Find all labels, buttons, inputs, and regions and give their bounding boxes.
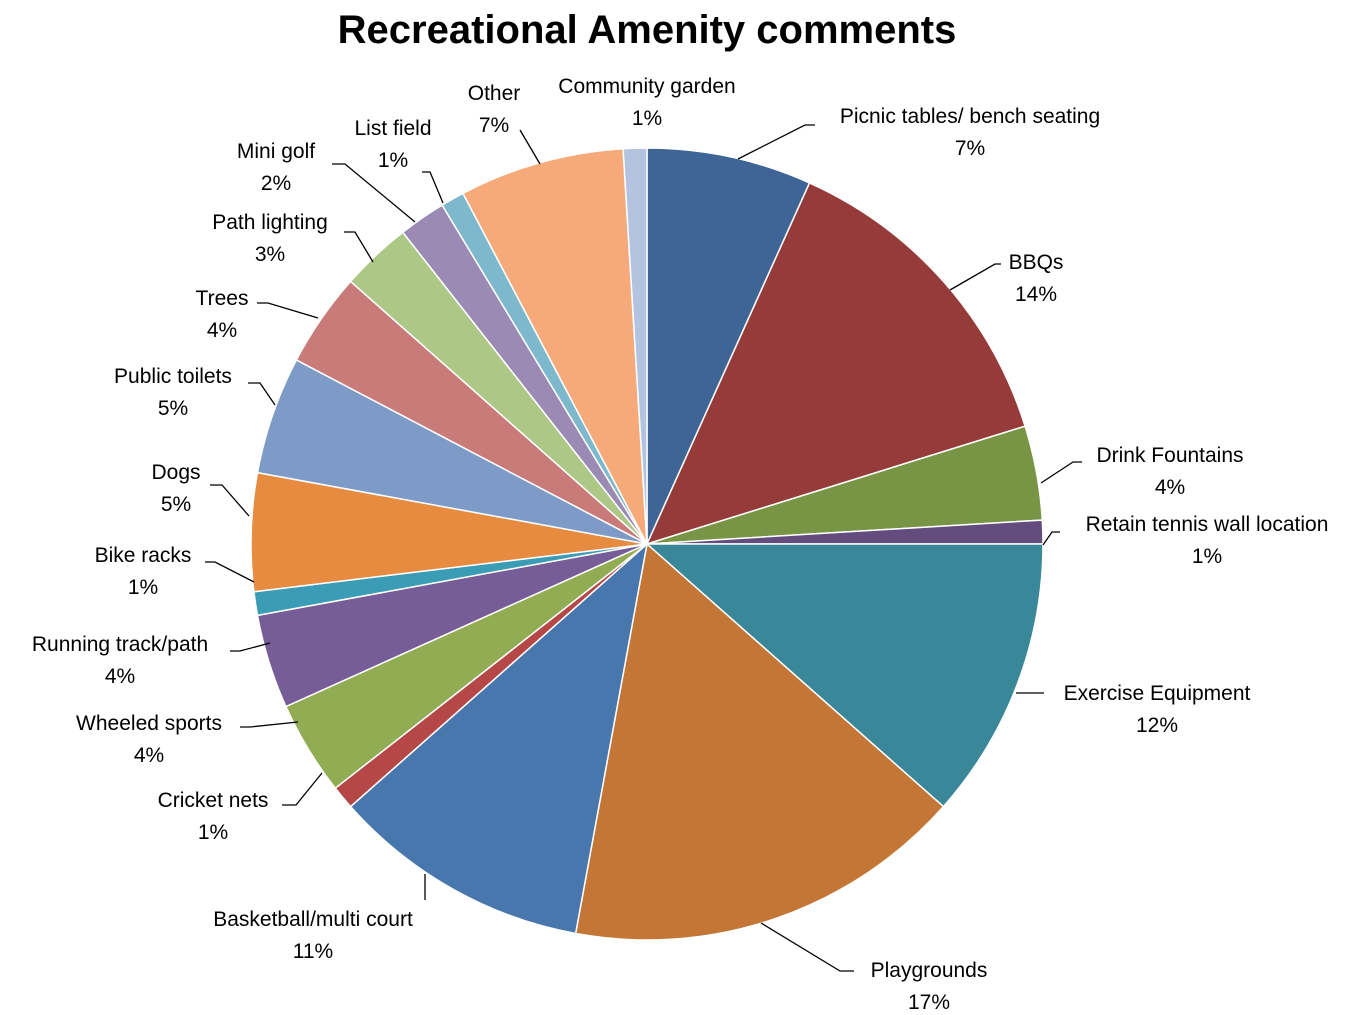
slice-label: Path lighting (212, 211, 328, 234)
slice-label: Other (468, 82, 521, 105)
slice-percentage: 1% (1192, 545, 1222, 568)
slice-label: Wheeled sports (76, 712, 222, 735)
leader-line (519, 129, 541, 165)
slice-percentage: 4% (207, 319, 237, 342)
leader-line (240, 721, 299, 728)
slice-percentage: 3% (255, 243, 285, 266)
slice-percentage: 1% (128, 576, 158, 599)
slice-label: Mini golf (237, 140, 315, 163)
slice-percentage: 1% (632, 107, 662, 130)
pie-slice-community-garden (622, 147, 648, 545)
chart-title: Recreational Amenity comments (337, 8, 957, 52)
slice-label: Drink Fountains (1096, 444, 1243, 467)
slice-percentage: 17% (908, 991, 950, 1014)
slice-label: Picnic tables/ bench seating (840, 105, 1100, 128)
slice-label: Playgrounds (871, 959, 988, 982)
slice-label: Retain tennis wall location (1086, 513, 1329, 536)
slice-percentage: 14% (1015, 283, 1057, 306)
pie-slice-bbqs (645, 181, 1027, 546)
slice-percentage: 4% (1155, 476, 1185, 499)
pie-slice-picnic-tables-bench-seating (646, 147, 811, 545)
slice-percentage: 2% (261, 172, 291, 195)
slice-percentage: 4% (105, 665, 135, 688)
slice-label: Exercise Equipment (1064, 682, 1251, 705)
slice-percentage: 1% (378, 149, 408, 172)
slice-label: Community garden (558, 75, 735, 98)
leader-lines (205, 124, 1082, 972)
leader-line (1042, 531, 1060, 546)
data-labels: Picnic tables/ bench seating 7% BBQs 14% Dri… (32, 75, 1329, 1014)
pie-slice-basketball-multi-court (349, 541, 649, 935)
slice-label: List field (354, 117, 431, 140)
leader-line (949, 263, 1001, 291)
slice-label: Cricket nets (158, 789, 269, 812)
slice-percentage: 5% (158, 397, 188, 420)
slice-percentage: 7% (479, 114, 509, 137)
pie-slices (250, 147, 1044, 941)
slice-label: Basketball/multi court (213, 908, 413, 931)
leader-line (760, 922, 854, 972)
slice-percentage: 7% (955, 137, 985, 160)
slice-percentage: 5% (161, 493, 191, 516)
leader-line (230, 642, 271, 652)
slice-percentage: 1% (198, 821, 228, 844)
leader-line (257, 302, 319, 319)
leader-line (210, 484, 250, 517)
leader-line (1040, 461, 1082, 484)
slice-label: Public toilets (114, 365, 232, 388)
leader-line (737, 124, 815, 160)
slice-label: Trees (196, 287, 249, 310)
leader-line (248, 382, 276, 406)
leader-line (282, 772, 323, 806)
pie-slice-exercise-equipment (645, 543, 1044, 808)
pie-slice-other (461, 147, 648, 545)
leader-line (332, 163, 416, 223)
slice-percentage: 4% (134, 744, 164, 767)
leader-line (344, 231, 374, 263)
slice-percentage: 11% (293, 940, 333, 963)
slice-label: Bike racks (95, 544, 192, 567)
slice-percentage: 12% (1136, 714, 1178, 737)
leader-line (205, 561, 255, 583)
slice-label: Running track/path (32, 633, 208, 656)
slice-label: Dogs (151, 461, 200, 484)
pie-slice-playgrounds (574, 542, 945, 941)
slice-label: BBQs (1009, 251, 1064, 274)
leader-line (422, 171, 444, 204)
